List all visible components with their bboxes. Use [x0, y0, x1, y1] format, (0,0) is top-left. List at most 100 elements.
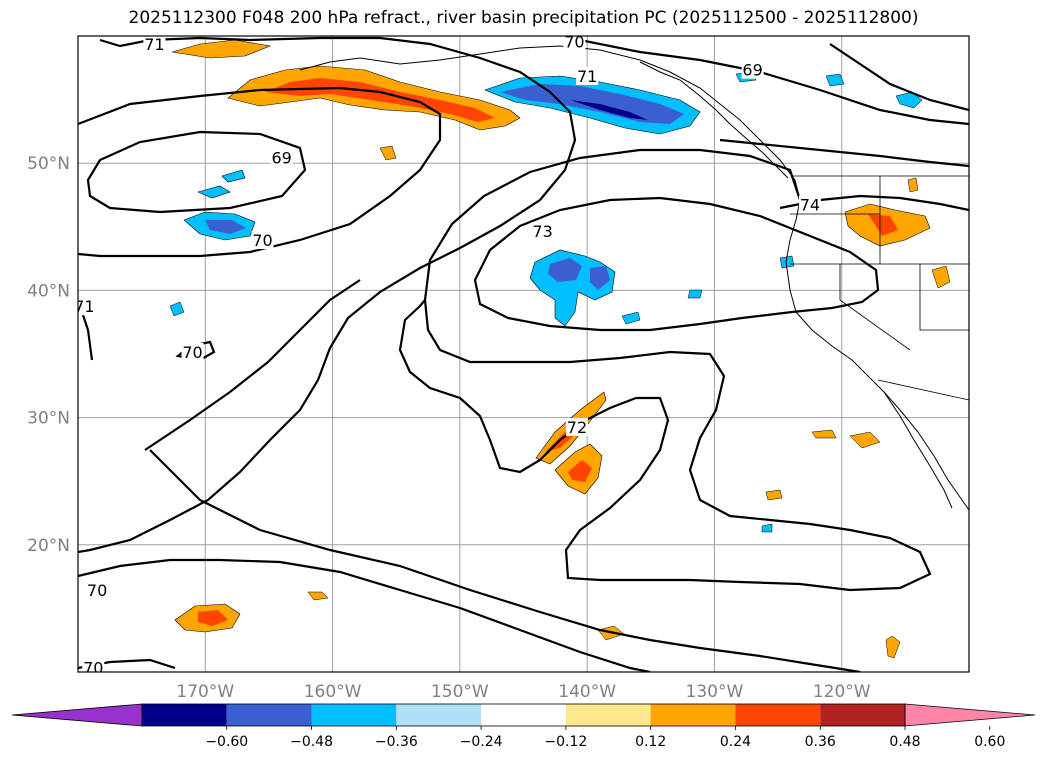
precip-cell: [687, 289, 703, 299]
border-ca-nv: [839, 264, 911, 351]
precip-cell: [885, 635, 901, 659]
precip-area-central-blue-core-2: [590, 266, 610, 290]
precip-cell: [849, 431, 881, 449]
lat-tick-label: 20°N: [27, 536, 70, 556]
contour-70-ne: [579, 38, 969, 126]
coastline-baja: [883, 391, 953, 509]
colorbar-tick-label: −0.36: [375, 734, 418, 750]
precip-cell: [811, 429, 837, 439]
contour-71-north: [78, 36, 577, 554]
contour-label: 72: [567, 418, 587, 437]
contour-label: 70: [252, 231, 272, 250]
precip-cell: [307, 591, 329, 601]
contour-72-loop: [398, 297, 932, 592]
colorbar-bin: [820, 704, 905, 726]
precip-cell: [779, 255, 795, 269]
contour-label-bg: [86, 580, 109, 599]
contour-72-ne: [719, 138, 969, 168]
contour-label: 69: [271, 148, 291, 167]
map-plot-area: 71 70 69 71 69 70 73 74 71 70 72 70 70: [74, 33, 969, 677]
precip-area-southwest-core: [198, 610, 228, 626]
contour-label-bg: [565, 418, 588, 437]
contour-label: 70: [182, 343, 202, 362]
colorbar-tick-label: 0.24: [720, 734, 751, 750]
lon-tick-label: 130°W: [686, 682, 744, 702]
contour-label: 71: [144, 35, 164, 54]
precip-cell: [621, 311, 641, 325]
precip-cell: [379, 145, 397, 161]
precip-cell: [761, 523, 773, 533]
lon-tick-label: 160°W: [304, 682, 362, 702]
colorbar-tick-label: 0.36: [805, 734, 836, 750]
contour-label-bg: [741, 60, 764, 79]
contour-label-bg: [531, 222, 554, 241]
precip-area-west-blue-2: [197, 185, 231, 199]
contour-71-south: [144, 279, 361, 451]
borders: [790, 175, 969, 401]
colorbar-bin: [650, 704, 736, 726]
precip-area-subtropical-blob-core: [568, 460, 592, 482]
latitude-labels: 20°N 30°N 40°N 50°N: [27, 154, 70, 556]
contour-70-south: [78, 558, 651, 672]
lat-tick-label: 50°N: [27, 154, 70, 174]
contour-label-bg: [181, 343, 204, 361]
precip-cell: [825, 73, 845, 87]
contour-label: 71: [74, 297, 94, 316]
longitude-labels: 170°W 160°W 150°W 140°W 130°W 120°W: [176, 682, 870, 702]
precip-area-bc-band-core: [570, 100, 648, 120]
lon-tick-label: 150°W: [431, 682, 489, 702]
contour-labels: 71 70 69 71 69 70 73 74 71 70 72 70 70: [74, 33, 821, 677]
contour-label-bg: [82, 658, 105, 672]
colorbar: −0.60 −0.48 −0.36 −0.24 −0.12 0.12 0.24 0.36 0.4…: [11, 703, 1036, 750]
contour-69-ne: [829, 43, 969, 112]
precip-cell: [765, 489, 783, 501]
lon-tick-label: 170°W: [176, 682, 234, 702]
contour-label-bg: [143, 36, 166, 54]
contour-label: 70: [564, 33, 584, 52]
precip-area-west-blue-core: [205, 220, 246, 234]
contour-label-bg: [251, 231, 274, 250]
colorbar-tick-label: −0.60: [205, 734, 248, 750]
gridlines: [78, 36, 969, 672]
contour-label: 73: [532, 222, 552, 241]
colorbar-tick-label: −0.12: [544, 734, 587, 750]
colorbar-bin: [481, 704, 566, 726]
colorbar-tick-label: 0.12: [635, 734, 666, 750]
border-ut: [919, 264, 969, 331]
precip-area-west-blue-3: [221, 169, 246, 183]
colorbar-bin: [735, 704, 821, 726]
colorbar-bin: [142, 704, 227, 726]
precip-area-pnw-inland-core: [868, 214, 898, 236]
contour-73: [473, 196, 880, 332]
map-frame: [77, 35, 970, 673]
contour-label: 70: [83, 658, 103, 677]
lon-tick-label: 120°W: [813, 682, 871, 702]
contour-70-west: [78, 86, 442, 258]
colorbar-extend-max: [904, 703, 1036, 727]
contour-label-bg: [78, 297, 96, 316]
colorbar-bin: [565, 704, 651, 726]
colorbar-tick-label: −0.48: [290, 734, 333, 750]
precip-cell: [931, 265, 951, 289]
map-title: 2025112300 F048 200 hPa refract., river …: [128, 8, 919, 28]
border-us-mexico: [877, 379, 969, 401]
colorbar-bin: [226, 704, 312, 726]
contour-label-bg: [576, 66, 599, 85]
contour-label-bg: [798, 195, 821, 214]
contour-label: 74: [800, 195, 820, 214]
lat-tick-label: 30°N: [27, 409, 70, 429]
contour-label: 70: [87, 581, 107, 600]
colorbar-outline: [141, 703, 906, 727]
precip-area-north-band-west: [171, 39, 272, 59]
precip-area-central-blue-core: [548, 258, 582, 282]
contour-71-south-lower: [149, 449, 861, 672]
lat-tick-label: 40°N: [27, 281, 70, 301]
colorbar-bin: [311, 704, 397, 726]
contour-label: 69: [742, 61, 762, 80]
contour-69-west: [86, 130, 307, 214]
colorbar-tick-label: 0.48: [889, 734, 920, 750]
colorbar-bin: [396, 704, 482, 726]
colorbar-extend-min: [11, 703, 143, 727]
precip-cell: [907, 177, 919, 193]
